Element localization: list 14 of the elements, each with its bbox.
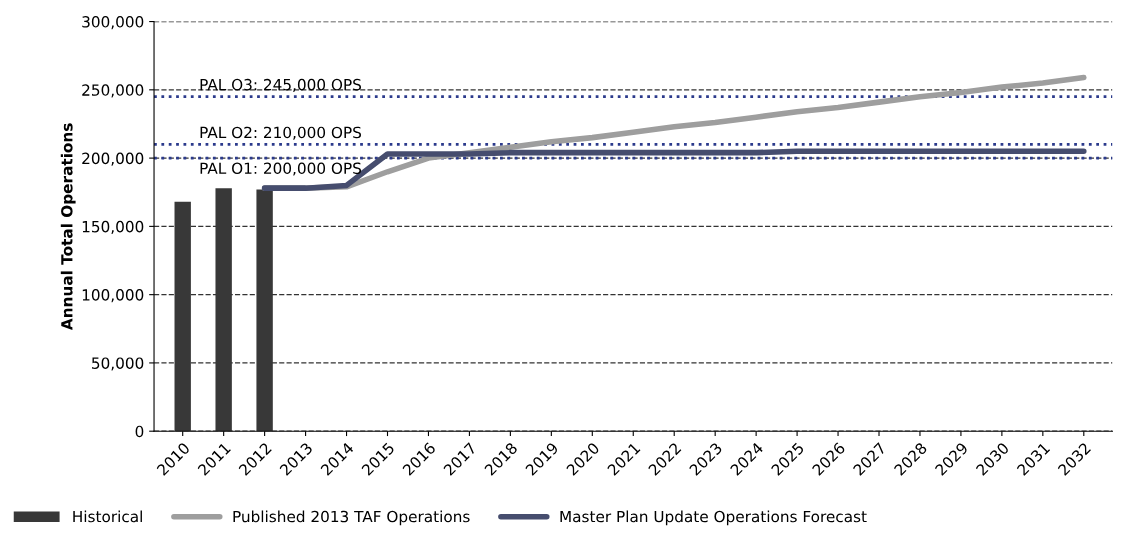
y-tick-label: 100,000	[82, 289, 144, 303]
y-tick-label: 200,000	[82, 152, 144, 166]
legend-label: Historical	[73, 510, 142, 523]
ref-line-label: PAL O3: 245,000 OPS	[200, 78, 362, 92]
ref-line-label: PAL O1: 200,000 OPS	[200, 162, 362, 176]
y-axis-title: Annual Total Operations	[60, 123, 76, 331]
y-tick-label: 50,000	[92, 357, 144, 371]
y-tick-label: 0	[135, 425, 144, 438]
y-tick-label: 150,000	[82, 220, 144, 234]
y-tick-label: 250,000	[82, 84, 144, 98]
legend-label: Master Plan Update Operations Forecast	[560, 510, 867, 526]
ref-line-label: PAL O2: 210,000 OPS	[200, 126, 362, 140]
legend-label: Published 2013 TAF Operations	[233, 510, 470, 526]
y-tick-label: 300,000	[82, 16, 144, 30]
